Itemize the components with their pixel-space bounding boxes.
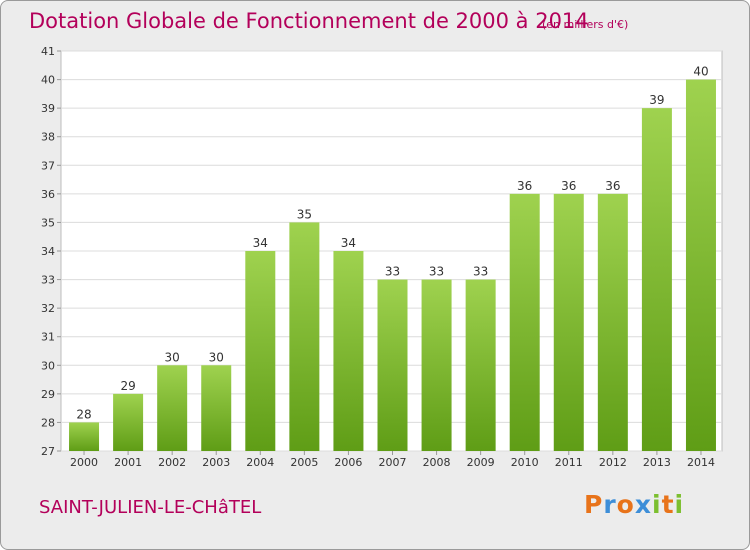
x-tick-label: 2002 <box>158 456 186 469</box>
bar-2011 <box>553 193 584 451</box>
value-label: 36 <box>561 179 576 193</box>
bar-2008 <box>421 279 452 451</box>
y-tick-label: 41 <box>41 45 55 58</box>
y-tick-label: 37 <box>41 159 55 172</box>
bar-2002 <box>157 365 188 451</box>
x-tick-label: 2006 <box>334 456 362 469</box>
chart-unit: (en milliers d'€) <box>542 18 629 31</box>
value-label: 34 <box>253 236 268 250</box>
value-label: 30 <box>165 350 180 364</box>
logo-letter: x <box>634 490 652 519</box>
y-tick-label: 39 <box>41 102 55 115</box>
chart-title: Dotation Globale de Fonctionnement de 20… <box>29 9 589 33</box>
proxiti-logo: Proxiti <box>584 490 684 519</box>
x-tick-label: 2004 <box>246 456 274 469</box>
value-label: 36 <box>605 179 620 193</box>
bar-2009 <box>465 279 496 451</box>
x-tick-label: 2001 <box>114 456 142 469</box>
bars <box>69 79 716 452</box>
x-tick-label: 2005 <box>290 456 318 469</box>
value-label: 33 <box>385 265 400 279</box>
x-tick-label: 2007 <box>379 456 407 469</box>
bar-2005 <box>289 222 320 451</box>
bar-2010 <box>509 193 540 451</box>
logo-letter: o <box>616 490 635 519</box>
bar-2007 <box>377 279 408 451</box>
y-tick-label: 30 <box>41 359 55 372</box>
x-axis: 2000 2001 2002 2003 2004 2005 2006 2007 2008 2009… <box>70 451 715 469</box>
bar-2014 <box>685 79 716 452</box>
bar-2001 <box>113 393 144 451</box>
x-tick-label: 2003 <box>202 456 230 469</box>
y-tick-label: 32 <box>41 302 55 315</box>
y-axis: 27 28 29 30 31 32 33 34 35 36 37 38 39 40 41 <box>41 45 61 458</box>
value-label: 36 <box>517 179 532 193</box>
y-tick-label: 33 <box>41 274 55 287</box>
value-label: 40 <box>693 65 708 79</box>
value-label: 33 <box>429 265 444 279</box>
value-label: 35 <box>297 207 312 221</box>
logo-letter: P <box>584 490 604 519</box>
y-tick-label: 35 <box>41 216 55 229</box>
x-tick-label: 2010 <box>511 456 539 469</box>
x-tick-label: 2009 <box>467 456 495 469</box>
x-tick-label: 2000 <box>70 456 98 469</box>
bar-2006 <box>333 251 364 451</box>
y-tick-label: 28 <box>41 416 55 429</box>
x-tick-label: 2011 <box>555 456 583 469</box>
y-tick-label: 38 <box>41 131 55 144</box>
value-label: 30 <box>209 350 224 364</box>
y-tick-label: 40 <box>41 74 55 87</box>
y-tick-label: 31 <box>41 331 55 344</box>
value-labels: 28 29 30 30 34 35 34 33 33 33 36 36 36 39 40 <box>76 65 708 422</box>
y-tick-label: 27 <box>41 445 55 458</box>
y-tick-label: 29 <box>41 388 55 401</box>
logo-letter: t <box>661 490 675 519</box>
town-name: SAINT-JULIEN-LE-CHâTEL <box>39 497 262 518</box>
bar-2004 <box>245 251 276 451</box>
x-tick-label: 2013 <box>643 456 671 469</box>
bar-2003 <box>201 365 232 451</box>
x-tick-label: 2008 <box>423 456 451 469</box>
y-tick-label: 36 <box>41 188 55 201</box>
value-label: 29 <box>120 379 135 393</box>
x-tick-label: 2012 <box>599 456 627 469</box>
logo-letter: r <box>603 490 617 519</box>
bar-2012 <box>597 193 628 451</box>
x-tick-label: 2014 <box>687 456 715 469</box>
value-label: 34 <box>341 236 356 250</box>
logo-letter: i <box>674 490 685 519</box>
logo-letter: i <box>652 490 662 519</box>
value-label: 39 <box>649 93 664 107</box>
y-tick-label: 34 <box>41 245 55 258</box>
value-label: 33 <box>473 265 488 279</box>
bar-2000 <box>69 422 100 451</box>
value-label: 28 <box>76 407 91 421</box>
bar-2013 <box>641 108 672 452</box>
